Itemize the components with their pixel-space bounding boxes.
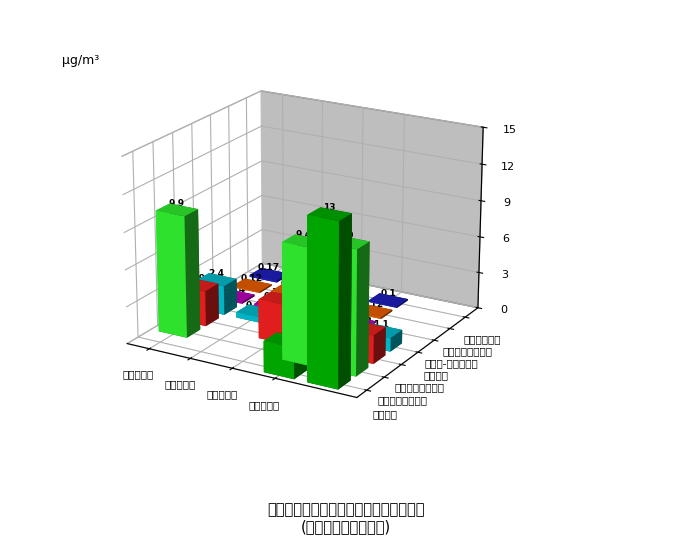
Text: μg/m³: μg/m³	[62, 54, 100, 67]
Text: 平成２４年度有害大気汚染物質年平均値
(非有機塩素系化合物): 平成２４年度有害大気汚染物質年平均値 (非有機塩素系化合物)	[267, 502, 424, 535]
